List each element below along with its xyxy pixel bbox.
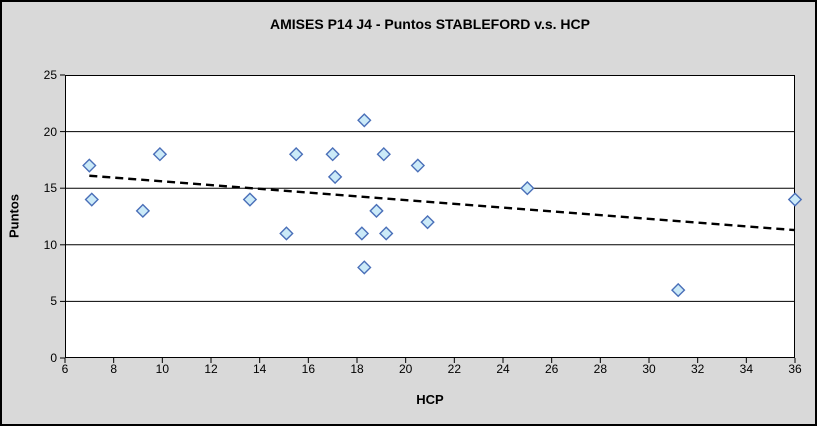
trendline (89, 174, 796, 232)
data-point-marker (152, 147, 168, 162)
data-point-marker (376, 147, 391, 162)
data-point-marker (379, 226, 394, 241)
x-tick-label: 26 (544, 362, 559, 376)
data-point-marker (135, 203, 151, 219)
x-tick-label: 6 (61, 362, 69, 376)
y-tick-label: 10 (43, 237, 57, 252)
x-tick-label: 16 (301, 362, 315, 376)
data-point-marker (279, 226, 294, 241)
x-tick-label: 36 (788, 362, 802, 376)
y-axis-title: Puntos (6, 193, 22, 239)
data-point-marker (84, 192, 99, 207)
y-tick-label: 0 (50, 351, 57, 365)
data-point-marker (520, 181, 535, 196)
data-point-marker (357, 260, 372, 275)
y-tick-label: 5 (50, 294, 57, 309)
data-point-marker (357, 113, 372, 128)
x-tick-label: 10 (155, 362, 169, 376)
plot-svg (60, 74, 803, 363)
x-tick-label: 32 (690, 362, 705, 376)
data-point-marker (671, 282, 686, 298)
x-tick-label: 8 (110, 362, 117, 376)
plot-area (60, 74, 803, 363)
data-point-marker (354, 226, 370, 241)
y-tick-label: 20 (43, 124, 57, 139)
data-point-marker (787, 192, 803, 207)
x-tick-label: 34 (739, 362, 753, 376)
x-tick-label: 18 (350, 362, 364, 376)
data-point-marker (325, 147, 340, 162)
data-point-marker (242, 192, 258, 207)
data-point-marker (410, 158, 426, 173)
data-point-marker (420, 214, 435, 230)
x-tick-label: 22 (447, 362, 461, 376)
y-tick-label: 25 (43, 68, 57, 82)
data-point-marker (327, 169, 343, 185)
x-axis-title: HCP (416, 392, 444, 407)
x-tick-label: 14 (252, 362, 267, 376)
data-point-marker (82, 158, 97, 173)
x-tick-label: 30 (642, 362, 656, 376)
x-tick-label: 12 (204, 362, 218, 376)
x-tick-label: 28 (593, 362, 607, 376)
chart-title: AMISES P14 J4 - Puntos STABLEFORD v.s. H… (270, 16, 590, 32)
x-tick-label: 24 (496, 362, 510, 376)
x-tick-label: 20 (398, 362, 413, 376)
data-point-marker (288, 147, 304, 162)
data-point-marker (369, 203, 384, 219)
y-tick-label: 15 (43, 181, 57, 196)
